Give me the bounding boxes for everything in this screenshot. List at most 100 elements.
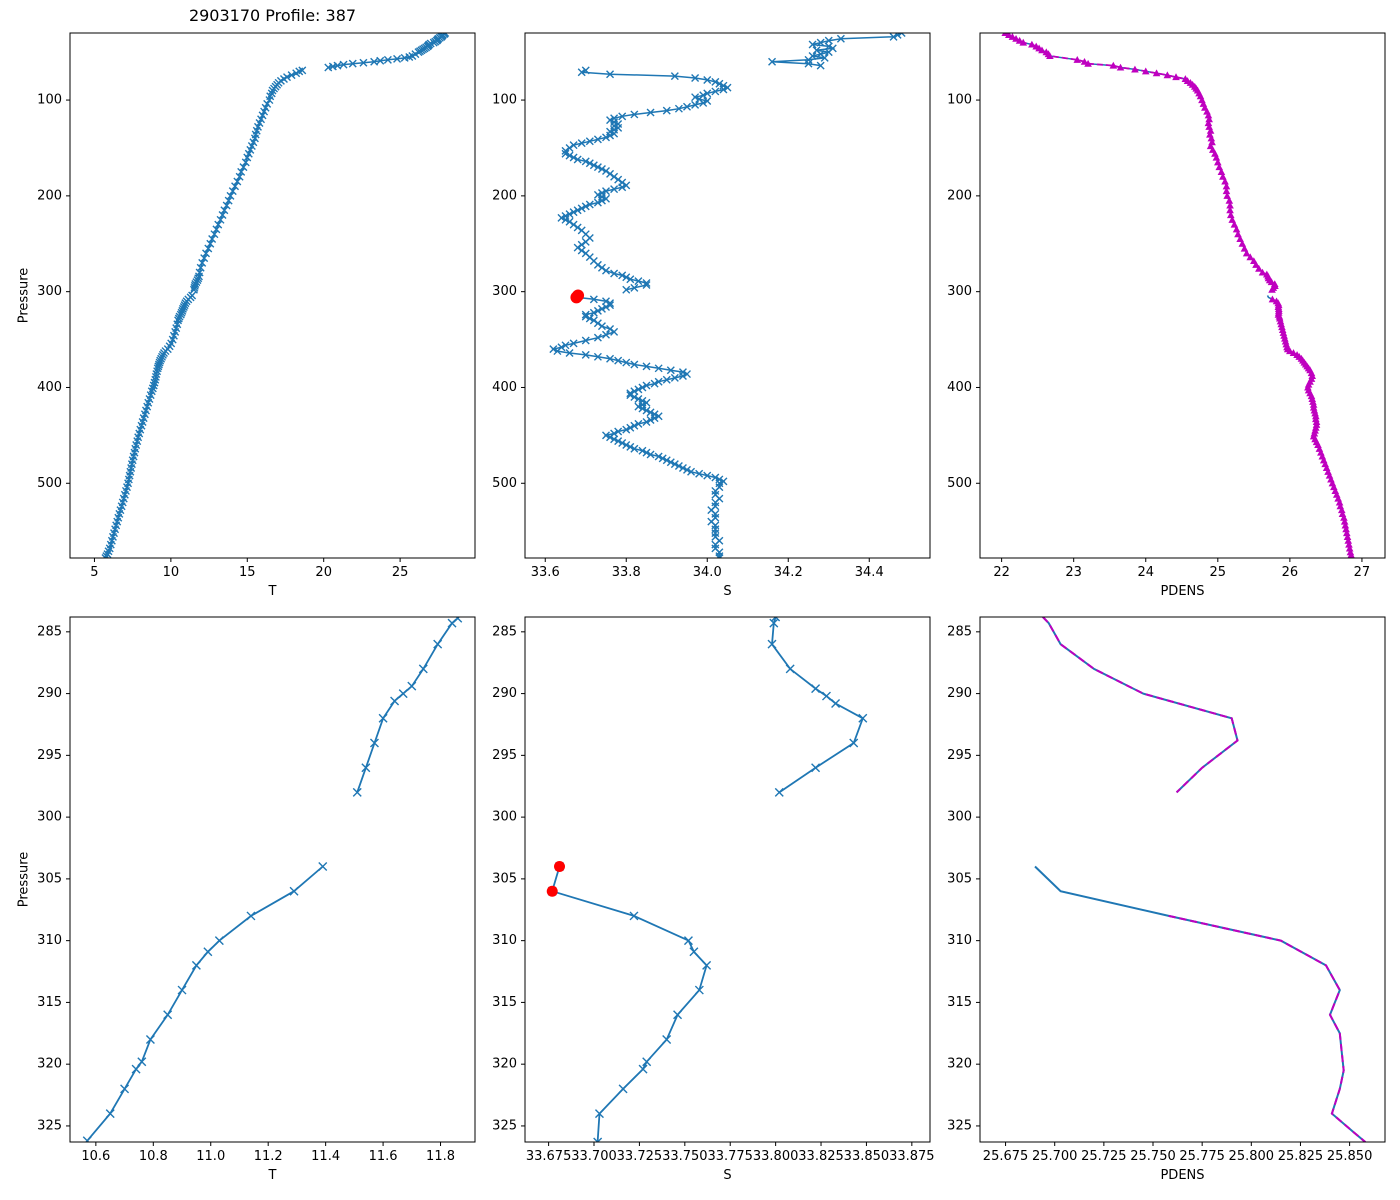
x-marker [683,102,691,111]
series-markers-S [549,33,906,558]
x-marker [407,681,417,691]
x-marker [581,312,590,321]
x-marker [593,319,602,328]
x-marker [581,237,590,246]
x-tick-label: 11.8 [426,1149,455,1164]
x-marker [634,394,643,403]
triangle-marker [1345,544,1354,552]
x-marker [376,56,385,65]
x-marker [670,72,679,81]
x-marker [102,552,111,558]
triangle-marker [1268,295,1277,303]
x-marker [163,1010,173,1020]
x-marker [767,639,777,649]
x-marker [626,391,635,400]
x-marker [715,552,724,558]
x-marker [699,98,708,107]
x-marker [642,362,651,371]
triangle-marker [1172,73,1180,81]
x-marker [577,246,586,255]
x-marker [158,350,167,359]
x-marker [573,223,582,232]
x-marker [378,713,388,723]
x-marker [593,190,602,199]
x-marker [577,139,586,148]
x-marker [715,554,724,558]
x-tick-label: 27 [1354,565,1371,580]
y-axis-label: Pressure [17,268,32,324]
x-marker [769,618,779,628]
y-tick-label: 315 [37,995,62,1010]
x-marker [610,129,619,138]
series-line-S [551,617,864,1142]
x-marker [804,59,813,68]
x-marker [606,169,615,178]
subplot-t-zoom: 10.6 10.8 11.0 11.2 11.4 11.6 11.8 285 290 295 300… [17,616,476,1183]
x-marker [573,155,582,164]
x-marker [638,404,647,413]
x-marker [589,295,598,304]
x-marker [200,254,209,263]
x-marker [820,53,829,62]
x-tick-label: 33.700 [571,1149,617,1164]
y-tick-label: 295 [37,748,62,763]
triangle-marker [1335,498,1344,506]
x-tick-label: 24 [1137,565,1154,580]
x-marker [650,379,659,388]
y-tick-label: 300 [947,810,972,825]
x-marker [642,448,651,457]
y-tick-label: 295 [492,748,517,763]
flagged-point-marker [546,885,558,897]
x-tick-label: 26 [1282,565,1299,580]
triangle-marker [1344,536,1353,544]
x-marker [630,110,639,119]
x-marker [602,133,610,142]
axes-frame [524,32,931,559]
x-marker [824,36,833,45]
y-axis-label: Pressure [17,852,32,908]
x-marker [151,372,160,381]
x-marker [602,303,610,311]
x-marker [702,960,712,970]
y-tick-label: 300 [37,810,62,825]
x-axis-label: PDENS [1160,1168,1204,1183]
x-marker [150,378,159,387]
x-tick-label: 10.8 [139,1149,168,1164]
x-marker [361,763,371,773]
triangle-marker [1242,249,1251,257]
x-marker [246,911,256,921]
x-marker [711,77,720,86]
triangle-marker [1214,158,1222,166]
x-axis-label: S [723,1168,731,1183]
x-marker [618,183,627,192]
x-tick-label: 33.725 [617,1149,663,1164]
x-marker [581,202,590,211]
x-tick-label: 11.4 [311,1149,340,1164]
triangle-marker [1028,40,1036,48]
y-tick-label: 305 [37,871,62,886]
triangle-marker [1234,230,1242,238]
x-marker [577,204,586,213]
y-tick-label: 325 [492,1118,517,1133]
x-marker [198,258,207,267]
triangle-marker [1152,69,1161,77]
x-marker [629,911,639,921]
x-marker [654,412,663,421]
x-marker [268,86,277,95]
y-tick-label: 100 [492,93,517,108]
x-marker [610,269,619,278]
x-marker [581,336,590,345]
triangle-marker [1116,63,1125,71]
x-marker [597,263,606,272]
x-marker [359,58,368,67]
x-tick-label: 25 [1210,565,1227,580]
triangle-marker [1109,61,1118,69]
y-tick-label: 310 [947,933,972,948]
subplot-s-full: 33.6 33.8 34.0 34.2 34.4 100 200 300 400 500 S [492,32,931,599]
series-markers-T [101,33,450,558]
x-marker [289,886,299,896]
x-tick-label: 25.775 [1179,1149,1225,1164]
x-marker [858,713,868,723]
y-tick-label: 320 [37,1057,62,1072]
axes-frame [69,616,476,1143]
